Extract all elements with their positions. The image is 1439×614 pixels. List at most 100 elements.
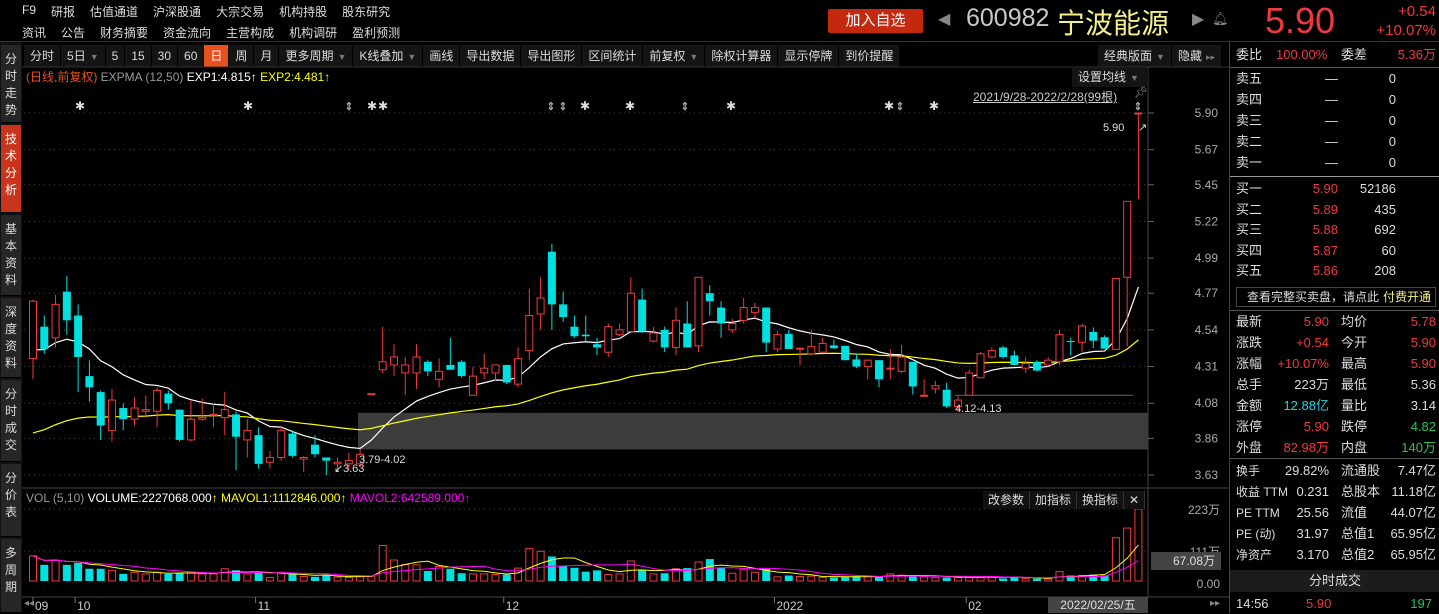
add-indicator-button[interactable]: 加指标 bbox=[1030, 491, 1078, 509]
y-tick-label: 4.31 bbox=[1195, 360, 1219, 374]
toolbar-item[interactable]: K线叠加 ▼ bbox=[353, 45, 424, 67]
nav-link[interactable]: 研报 bbox=[51, 5, 76, 19]
set-ma-dropdown[interactable]: 设置均线 ▼ bbox=[1072, 68, 1148, 87]
close-icon[interactable]: ✕ bbox=[1124, 491, 1146, 509]
bell-icon[interactable]: 🔔︎ bbox=[1212, 11, 1229, 26]
tick-price: 5.90 bbox=[1306, 596, 1332, 611]
toolbar-item[interactable]: 5日 ▼ bbox=[61, 45, 106, 67]
stat-value: 44.07亿 bbox=[1390, 505, 1436, 520]
nav-link[interactable]: 沪深股通 bbox=[153, 5, 202, 19]
stat-value: 5.90 bbox=[1410, 335, 1436, 350]
nav-link[interactable]: 主营构成 bbox=[226, 26, 275, 40]
nav-link[interactable]: 资金流向 bbox=[163, 26, 212, 40]
toolbar-item[interactable]: 15 bbox=[125, 45, 152, 67]
candle-body bbox=[1010, 355, 1019, 365]
ask-volume: 0 bbox=[1388, 92, 1396, 107]
toolbar-item[interactable]: 导出图形 bbox=[521, 45, 583, 67]
toolbar-item[interactable]: 周 bbox=[229, 45, 255, 67]
toolbar-item[interactable]: 画线 bbox=[423, 45, 461, 67]
candle-body bbox=[311, 444, 319, 455]
toolbar-item[interactable]: 月 bbox=[254, 45, 280, 67]
event-star-icon: ✱ bbox=[884, 99, 894, 113]
toolbar-item[interactable]: 显示停牌 bbox=[778, 45, 840, 67]
volume-bar bbox=[1134, 508, 1143, 582]
volume-bar bbox=[344, 576, 353, 582]
nav-link[interactable]: 盈利预测 bbox=[352, 26, 401, 40]
layout-select[interactable]: 经典版面 ▼ bbox=[1098, 45, 1172, 67]
nav-link[interactable]: F9 bbox=[22, 3, 37, 17]
sidebar-tab[interactable]: 分时走势 bbox=[1, 45, 21, 123]
hide-button[interactable]: 隐藏 ▸▸ bbox=[1171, 45, 1222, 67]
y-tick-label: 3.63 bbox=[1195, 468, 1219, 482]
candle-body bbox=[705, 293, 714, 302]
scroll-right-icon[interactable]: ▸▸ bbox=[1210, 598, 1221, 609]
prev-stock-icon[interactable]: ◀ bbox=[938, 11, 951, 28]
stat-label: 总手 bbox=[1236, 377, 1263, 392]
toolbar-item[interactable]: 导出数据 bbox=[460, 45, 522, 67]
full-orderbook-link[interactable]: 查看完整买卖盘，请点此 付费开通 bbox=[1236, 287, 1436, 307]
date-range-link[interactable]: 2021/9/28-2022/2/28(99根) bbox=[973, 90, 1118, 104]
volume-bar bbox=[660, 573, 669, 581]
toolbar-item[interactable]: 除权计算器 bbox=[705, 45, 779, 67]
candle-body bbox=[920, 394, 929, 397]
candle-body bbox=[344, 460, 353, 465]
nav-link[interactable]: 公告 bbox=[61, 26, 86, 40]
sidebar-tab[interactable]: 多周期 bbox=[1, 539, 21, 613]
pin-icon[interactable]: 📌︎ bbox=[1134, 87, 1148, 99]
sidebar-tab[interactable]: 分价表 bbox=[1, 464, 21, 537]
toolbar-item[interactable]: 5 bbox=[105, 45, 126, 67]
toolbar-item-label: K线叠加 bbox=[359, 49, 404, 63]
pay-link[interactable]: 付费开通 bbox=[1383, 290, 1432, 304]
toolbar-item[interactable]: 分时 bbox=[24, 45, 62, 67]
stat-label: 净资产 bbox=[1236, 548, 1273, 562]
next-stock-icon[interactable]: ▶ bbox=[1192, 11, 1205, 28]
stat-row: 涨幅 +10.07% 最高 5.90 bbox=[1236, 354, 1436, 374]
stat-row: 涨跌 +0.54 今开 5.90 bbox=[1236, 333, 1436, 353]
toolbar-item[interactable]: 更多周期 ▼ bbox=[279, 45, 354, 67]
toolbar-item-label: 月 bbox=[260, 49, 273, 63]
kline-chart[interactable]: 5.90 5.67 5.45 5.22 4.99 4.77 4.54 4.31 4.08 3.86… bbox=[0, 0, 1229, 613]
candle-body bbox=[1111, 278, 1120, 350]
nav-link[interactable]: 股东研究 bbox=[342, 5, 391, 19]
sidebar-tab[interactable]: 技术分析 bbox=[1, 125, 21, 213]
candle-body bbox=[638, 299, 647, 332]
edit-params-button[interactable]: 改参数 bbox=[983, 491, 1031, 509]
switch-indicator-button[interactable]: 换指标 bbox=[1077, 491, 1125, 509]
toolbar-item[interactable]: 30 bbox=[151, 45, 179, 67]
nav-link[interactable]: 估值通道 bbox=[90, 5, 139, 19]
sidebar-tab[interactable]: 分时成交 bbox=[1, 380, 21, 462]
scroll-left-icon[interactable]: ◂◂ bbox=[24, 598, 35, 609]
sidebar-tab[interactable]: 深度资料 bbox=[1, 298, 21, 378]
nav-link[interactable]: 大宗交易 bbox=[216, 5, 265, 19]
ticks-header[interactable]: 分时成交 bbox=[1230, 570, 1439, 592]
toolbar-item[interactable]: 到价提醒 bbox=[839, 45, 901, 67]
toolbar-item[interactable]: 60 bbox=[178, 45, 205, 67]
sidebar-tab-label: 分价表 bbox=[5, 471, 18, 519]
toolbar-item[interactable]: 前复权 ▼ bbox=[643, 45, 706, 67]
tick-volume: 197 bbox=[1410, 596, 1432, 611]
toolbar-item[interactable]: 日 bbox=[204, 45, 230, 67]
volume-bar bbox=[153, 571, 162, 582]
candle-body bbox=[468, 375, 477, 396]
nav-link[interactable]: 财务摘要 bbox=[100, 26, 149, 40]
add-to-watchlist-button[interactable]: 加入自选 bbox=[828, 9, 923, 33]
nav-link[interactable]: 资讯 bbox=[22, 26, 47, 40]
volume-bar bbox=[435, 565, 444, 582]
candle-body bbox=[897, 356, 906, 372]
sidebar-tab[interactable]: 基本资料 bbox=[1, 215, 21, 296]
dropdown-icon: ▼ bbox=[337, 52, 347, 62]
nav-link[interactable]: 机构调研 bbox=[289, 26, 338, 40]
toolbar-item[interactable]: 区间统计 bbox=[582, 45, 644, 67]
candle-body bbox=[164, 393, 173, 404]
volume-bar bbox=[931, 576, 940, 582]
exp1-value: EXP1:4.815 bbox=[186, 70, 251, 84]
volume-bar bbox=[739, 569, 748, 582]
volume-bar bbox=[1066, 575, 1075, 581]
nav-link[interactable]: 机构持股 bbox=[279, 5, 328, 19]
sidebar-tab-label: 深度资料 bbox=[5, 305, 18, 370]
volume-bar bbox=[74, 562, 83, 581]
gap-zone bbox=[358, 412, 1148, 450]
high-label: 5.90 bbox=[1103, 122, 1124, 134]
sidebar-tab-label: 技术分析 bbox=[5, 132, 18, 197]
tick-row: 14:56 5.90 197 bbox=[1236, 594, 1434, 614]
